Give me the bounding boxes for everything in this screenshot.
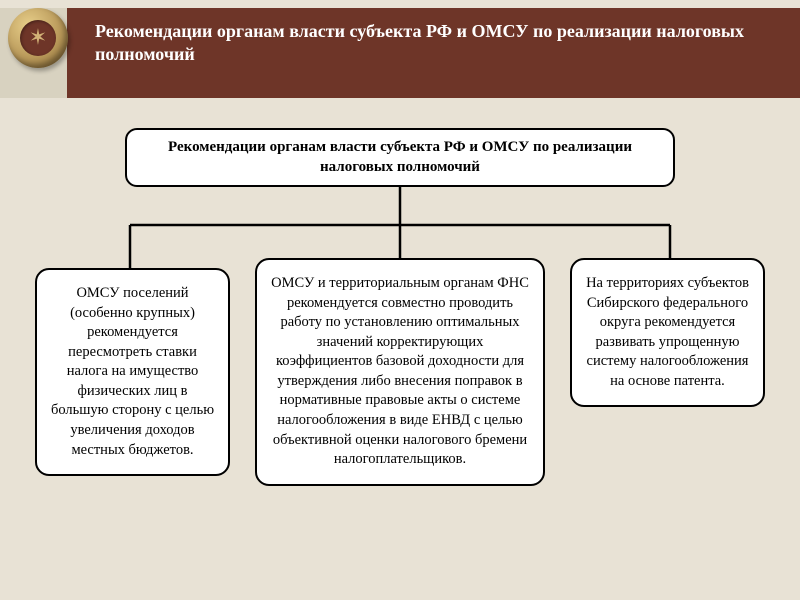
diagram-child-node: На территориях субъектов Сибирского феде… (570, 258, 765, 407)
slide-title-bar: Рекомендации органам власти субъекта РФ … (67, 8, 800, 98)
snowflake-icon (20, 20, 56, 56)
diagram-child-text: ОМСУ и территориальным органам ФНС реком… (271, 275, 529, 467)
diagram-child-node: ОМСУ и территориальным органам ФНС реком… (255, 258, 545, 486)
diagram-child-node: ОМСУ поселений (особенно крупных) рекоме… (35, 268, 230, 476)
diagram-child-text: На территориях субъектов Сибирского феде… (586, 275, 749, 389)
diagram-child-text: ОМСУ поселений (особенно крупных) рекоме… (51, 285, 214, 458)
diagram-root-node: Рекомендации органам власти субъекта РФ … (125, 128, 675, 187)
medallion-icon (8, 8, 68, 68)
slide-title: Рекомендации органам власти субъекта РФ … (95, 20, 782, 67)
header-band: Рекомендации органам власти субъекта РФ … (0, 8, 800, 98)
diagram-root-label: Рекомендации органам власти субъекта РФ … (168, 139, 632, 175)
